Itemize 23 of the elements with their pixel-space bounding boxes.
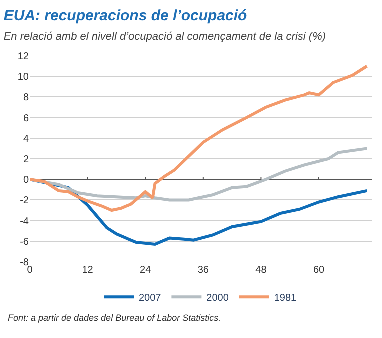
x-tick-label: 12 xyxy=(82,265,94,276)
y-tick-label: 6 xyxy=(23,113,30,124)
legend-label: 2007 xyxy=(139,293,162,304)
chart-title: EUA: recuperacions de l’ocupació xyxy=(4,7,248,24)
y-tick-label: -2 xyxy=(20,196,30,207)
text: Font: a partir de dades del Bureau of Labor Statistics. xyxy=(8,313,222,323)
y-tick-label: -6 xyxy=(20,236,30,248)
y-tick-label: 8 xyxy=(23,92,30,104)
legend-label: 2000 xyxy=(206,293,230,304)
y-tick-label: 12 xyxy=(18,52,30,62)
line-series xyxy=(30,147,369,202)
y-tick-label: 4 xyxy=(23,134,30,145)
legend-label: 1981 xyxy=(274,293,298,304)
y-tick-label: 0 xyxy=(23,175,30,186)
y-tick-label: 2 xyxy=(23,154,30,166)
x-tick-label: 24 xyxy=(140,265,152,276)
x-tick-label: 48 xyxy=(256,265,268,276)
y-tick-label: -4 xyxy=(20,216,30,228)
y-tick-label: 10 xyxy=(18,72,30,84)
x-tick-label: 36 xyxy=(198,265,210,276)
chart-subtitle: En relació amb el nivell d’ocupació al començament de la crisi (%) xyxy=(4,30,326,43)
x-tick-label: 60 xyxy=(313,265,326,276)
line-series xyxy=(30,64,369,212)
